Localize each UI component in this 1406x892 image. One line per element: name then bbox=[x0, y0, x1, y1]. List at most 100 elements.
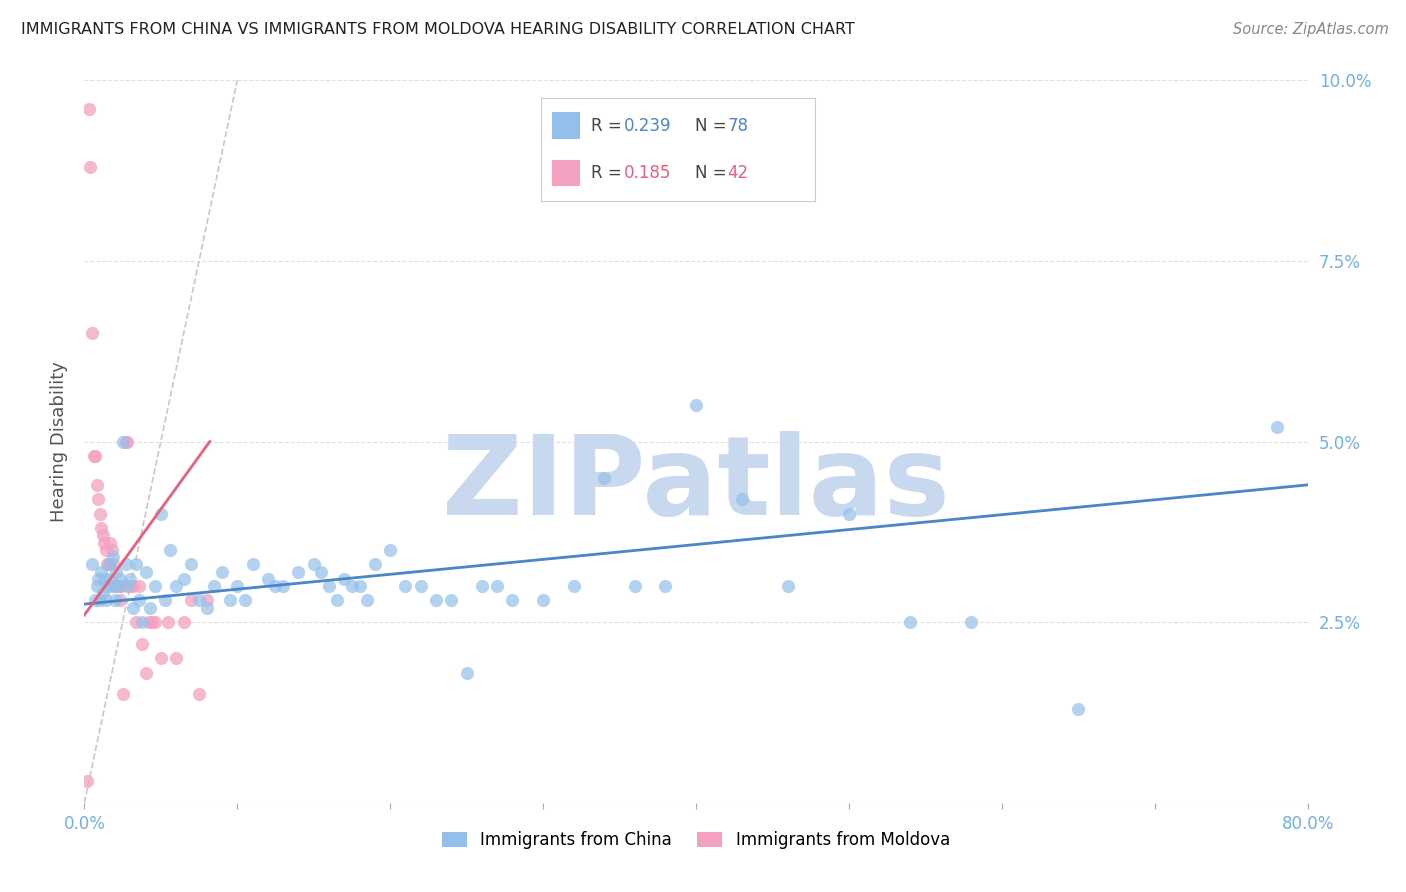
Point bbox=[91, 528, 114, 542]
Point bbox=[114, 434, 136, 449]
Point bbox=[173, 572, 195, 586]
Point bbox=[302, 558, 325, 572]
Text: R =: R = bbox=[591, 164, 627, 182]
Point bbox=[226, 579, 249, 593]
Point bbox=[257, 572, 280, 586]
Point bbox=[89, 593, 111, 607]
Point bbox=[98, 535, 121, 549]
Point bbox=[139, 600, 162, 615]
Text: 0.239: 0.239 bbox=[624, 117, 671, 135]
Point bbox=[103, 558, 125, 572]
Point bbox=[380, 542, 402, 557]
Point bbox=[114, 558, 136, 572]
Point bbox=[486, 579, 509, 593]
Point bbox=[165, 651, 187, 665]
Point bbox=[471, 579, 494, 593]
Point bbox=[593, 471, 616, 485]
Point bbox=[349, 579, 371, 593]
Point bbox=[131, 637, 153, 651]
Point bbox=[188, 687, 211, 701]
Point bbox=[98, 572, 121, 586]
Point bbox=[101, 579, 124, 593]
Point bbox=[76, 774, 98, 789]
Point bbox=[180, 593, 202, 607]
Point bbox=[97, 558, 120, 572]
Point bbox=[394, 579, 416, 593]
Point bbox=[107, 579, 129, 593]
Point bbox=[195, 593, 218, 607]
Text: 0.185: 0.185 bbox=[624, 164, 671, 182]
Point bbox=[531, 593, 554, 607]
Point bbox=[79, 160, 101, 174]
Point bbox=[356, 593, 378, 607]
Point bbox=[108, 593, 131, 607]
Point bbox=[91, 586, 114, 600]
Text: N =: N = bbox=[695, 164, 731, 182]
Point bbox=[97, 558, 120, 572]
Point bbox=[233, 593, 256, 607]
Point bbox=[149, 507, 172, 521]
Point bbox=[120, 572, 142, 586]
Text: Source: ZipAtlas.com: Source: ZipAtlas.com bbox=[1233, 22, 1389, 37]
Text: ZIPatlas: ZIPatlas bbox=[441, 432, 950, 539]
Point bbox=[115, 579, 138, 593]
Point bbox=[105, 565, 128, 579]
Point bbox=[135, 665, 157, 680]
Point bbox=[318, 579, 340, 593]
Point bbox=[143, 615, 166, 630]
Point bbox=[456, 665, 478, 680]
Point bbox=[104, 579, 127, 593]
Point bbox=[104, 593, 127, 607]
Point bbox=[218, 593, 240, 607]
Point bbox=[107, 579, 129, 593]
Point bbox=[311, 565, 333, 579]
Text: 42: 42 bbox=[728, 164, 749, 182]
Point bbox=[624, 579, 647, 593]
Point bbox=[155, 593, 177, 607]
Point bbox=[128, 579, 150, 593]
Point bbox=[180, 558, 202, 572]
Point bbox=[1067, 702, 1090, 716]
Point bbox=[838, 507, 860, 521]
Point bbox=[120, 579, 142, 593]
Point bbox=[141, 615, 163, 630]
Point bbox=[94, 593, 117, 607]
Point bbox=[264, 579, 287, 593]
Text: R =: R = bbox=[591, 117, 627, 135]
Point bbox=[898, 615, 921, 630]
Point bbox=[84, 593, 107, 607]
Point bbox=[960, 615, 983, 630]
Point bbox=[776, 579, 799, 593]
Point bbox=[87, 572, 110, 586]
Point bbox=[731, 492, 754, 507]
Point bbox=[84, 449, 107, 463]
Point bbox=[211, 565, 233, 579]
Point bbox=[86, 478, 108, 492]
Point bbox=[149, 651, 172, 665]
Point bbox=[86, 579, 108, 593]
Point bbox=[333, 572, 356, 586]
Point bbox=[202, 579, 225, 593]
Text: IMMIGRANTS FROM CHINA VS IMMIGRANTS FROM MOLDOVA HEARING DISABILITY CORRELATION : IMMIGRANTS FROM CHINA VS IMMIGRANTS FROM… bbox=[21, 22, 855, 37]
Point bbox=[188, 593, 211, 607]
Point bbox=[173, 615, 195, 630]
Point bbox=[125, 615, 148, 630]
Point bbox=[135, 565, 157, 579]
Y-axis label: Hearing Disability: Hearing Disability bbox=[51, 361, 69, 522]
Point bbox=[143, 579, 166, 593]
Point bbox=[125, 558, 148, 572]
Point bbox=[654, 579, 676, 593]
Point bbox=[80, 558, 103, 572]
Point bbox=[425, 593, 447, 607]
Point bbox=[90, 521, 112, 535]
Point bbox=[122, 600, 145, 615]
Point bbox=[103, 550, 125, 565]
Point bbox=[287, 565, 309, 579]
Point bbox=[409, 579, 432, 593]
Point bbox=[1265, 420, 1288, 434]
Point bbox=[105, 579, 128, 593]
Point bbox=[83, 449, 105, 463]
Point bbox=[90, 565, 112, 579]
Point bbox=[96, 579, 118, 593]
Point bbox=[157, 615, 180, 630]
